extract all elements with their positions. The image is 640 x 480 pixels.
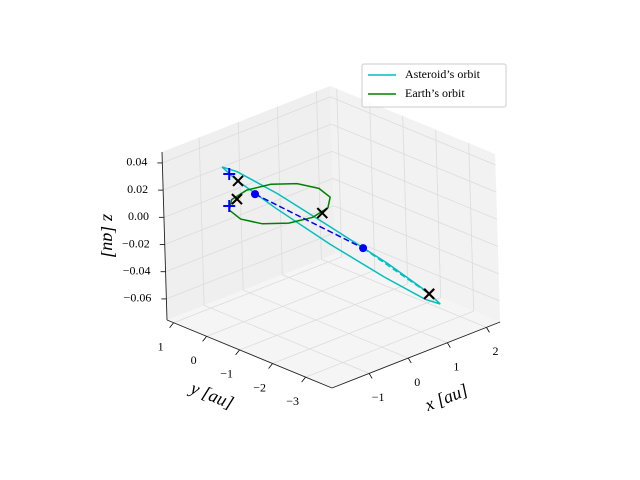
x-tick-label: 0 [414,375,420,389]
side-pane [330,86,501,322]
x-marker [316,207,329,219]
tick-mark [407,357,412,364]
orbit-line [221,166,441,305]
grid-line [332,178,499,247]
tick-mark [169,322,174,328]
tick-mark [368,373,373,379]
x-axis-line [331,321,501,389]
grid-line [243,289,409,359]
grid-line [198,137,205,306]
grid-line [173,256,342,324]
grid-line [305,310,474,378]
legend: Asteroid’s orbit Earth’s orbit [361,63,507,108]
z-tick-label: −0.02 [122,236,150,250]
plus-marker [223,168,236,181]
y-tick-label: 0 [191,353,197,367]
marker-point [359,244,368,253]
dashed-line [362,247,430,295]
y-tick-label: −3 [286,394,299,408]
grid-line [336,88,343,257]
tick-mark [301,376,306,383]
grid-line [330,96,496,166]
grid-line [369,102,376,271]
z-tick-label: −0.06 [124,291,152,305]
grid-line [435,129,442,298]
plot-area [221,166,441,305]
grid-line [316,91,322,260]
grid-line [321,258,487,328]
grid-line [282,274,448,344]
grid-line [331,123,497,193]
panes [161,86,501,388]
tick-mark [235,349,240,356]
back-pane [161,86,336,320]
x-marker [232,175,244,187]
z-axis-line [161,152,168,321]
y-tick-label: −1 [220,367,233,381]
x-marker [423,288,435,300]
tick-mark [486,327,490,333]
x-tick-label: 2 [492,344,498,358]
x-tick-label: 1 [453,359,459,373]
grid-line [165,205,334,273]
grid-line [239,283,408,351]
grid-line [237,122,244,291]
grid-line [334,232,500,302]
y-axis-line [166,319,333,389]
tick-mark [447,342,451,348]
grid-line [163,150,333,218]
y-tick-label: 1 [158,339,164,353]
grid-line [402,115,409,284]
z-tick-label: −0.04 [123,263,151,277]
dashed-line [254,193,364,249]
z-tick-label: 0.04 [126,155,147,169]
x-tick-label: −1 [372,390,385,404]
grid-line [206,269,375,337]
plus-marker [223,200,236,213]
legend-label: Earth’s orbit [405,86,465,100]
grid-line [272,297,441,364]
y-axis-label: y [au] [186,377,237,413]
legend-box [361,63,507,108]
y-tick-label: −2 [253,380,266,394]
z-tick-label: 0.00 [128,209,149,223]
tick-mark [268,363,273,369]
grid-line [333,205,499,275]
x-marker [231,193,243,205]
grid-line [331,150,498,220]
x-axis-label: x [au] [421,380,471,416]
z-tick-label: 0.02 [127,182,148,196]
marker-point [251,190,260,199]
orbit-line [228,182,331,225]
grid-line [203,305,370,374]
grid-line [162,123,332,191]
grid-line [468,143,475,312]
tick-mark [202,336,207,342]
grid-line [276,106,283,275]
grid-line [166,232,335,300]
z-axis-label: z [au] [99,213,119,258]
grid-line [164,178,334,245]
legend-label: Asteroid’s orbit [405,67,481,81]
grid-line [162,96,331,164]
grid [157,88,501,389]
